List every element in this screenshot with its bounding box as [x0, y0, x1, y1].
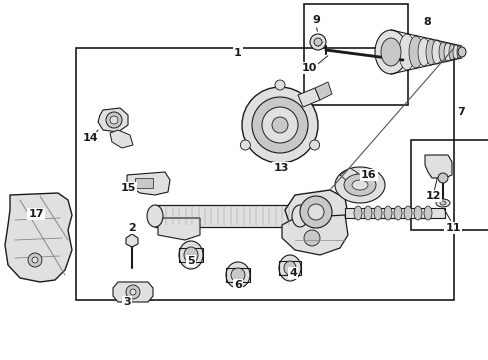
Text: 8: 8: [422, 17, 430, 27]
Ellipse shape: [448, 44, 454, 60]
Ellipse shape: [230, 268, 244, 282]
Circle shape: [271, 117, 287, 133]
Ellipse shape: [183, 247, 198, 263]
Polygon shape: [285, 190, 347, 232]
Circle shape: [437, 173, 447, 183]
Text: 13: 13: [273, 163, 288, 173]
Polygon shape: [5, 193, 72, 282]
Circle shape: [299, 196, 331, 228]
Ellipse shape: [363, 206, 371, 220]
Text: 17: 17: [28, 209, 43, 219]
Polygon shape: [297, 88, 319, 107]
Ellipse shape: [408, 36, 422, 68]
Circle shape: [240, 140, 250, 150]
Circle shape: [110, 116, 118, 124]
Ellipse shape: [403, 206, 411, 220]
Bar: [135, 178, 153, 188]
Text: 15: 15: [120, 183, 135, 193]
Text: 9: 9: [311, 15, 319, 25]
Ellipse shape: [334, 167, 384, 203]
Ellipse shape: [435, 199, 449, 207]
Ellipse shape: [398, 34, 414, 70]
Ellipse shape: [374, 30, 406, 74]
Text: 7: 7: [456, 107, 464, 117]
Ellipse shape: [380, 38, 400, 66]
Circle shape: [262, 107, 297, 143]
Bar: [410, 140, 488, 230]
Ellipse shape: [417, 38, 429, 66]
Polygon shape: [127, 172, 170, 195]
Circle shape: [309, 34, 325, 50]
Polygon shape: [282, 215, 347, 255]
Ellipse shape: [373, 206, 381, 220]
Bar: [76, 48, 453, 300]
Ellipse shape: [284, 261, 295, 275]
Ellipse shape: [439, 201, 445, 205]
Circle shape: [28, 253, 42, 267]
Polygon shape: [126, 234, 138, 247]
Circle shape: [304, 230, 319, 246]
Bar: [304, 4, 407, 105]
Text: 16: 16: [361, 170, 376, 180]
Ellipse shape: [393, 206, 401, 220]
Circle shape: [32, 257, 38, 263]
Text: 4: 4: [288, 268, 296, 278]
Text: 2: 2: [128, 223, 136, 233]
Ellipse shape: [351, 180, 367, 190]
Text: 12: 12: [425, 191, 440, 201]
Text: 5: 5: [187, 256, 194, 266]
Ellipse shape: [413, 206, 421, 220]
Text: 3: 3: [123, 297, 131, 307]
Polygon shape: [110, 130, 133, 148]
Ellipse shape: [443, 43, 451, 61]
Ellipse shape: [452, 45, 458, 59]
Text: 10: 10: [301, 63, 316, 73]
Text: 14: 14: [83, 133, 99, 143]
Ellipse shape: [423, 206, 431, 220]
Polygon shape: [158, 218, 200, 240]
Circle shape: [251, 97, 307, 153]
Ellipse shape: [457, 47, 465, 57]
Bar: [345, 208, 444, 218]
Ellipse shape: [147, 205, 163, 227]
Ellipse shape: [438, 42, 446, 62]
Polygon shape: [339, 168, 357, 182]
Circle shape: [126, 285, 140, 299]
Circle shape: [106, 112, 122, 128]
Circle shape: [313, 38, 321, 46]
Circle shape: [274, 80, 285, 90]
Ellipse shape: [431, 40, 441, 64]
Ellipse shape: [383, 206, 391, 220]
Circle shape: [242, 87, 317, 163]
Circle shape: [130, 289, 136, 295]
Ellipse shape: [425, 39, 435, 65]
Text: 11: 11: [445, 223, 460, 233]
Ellipse shape: [291, 205, 307, 227]
Polygon shape: [424, 155, 451, 178]
Bar: [155, 205, 299, 227]
Polygon shape: [113, 282, 153, 302]
Ellipse shape: [225, 262, 249, 288]
Text: 6: 6: [234, 280, 242, 290]
Ellipse shape: [353, 206, 361, 220]
Text: 1: 1: [234, 48, 242, 58]
Polygon shape: [314, 82, 331, 100]
Ellipse shape: [279, 255, 301, 281]
Circle shape: [307, 204, 324, 220]
Polygon shape: [98, 108, 128, 132]
Ellipse shape: [456, 46, 460, 58]
Ellipse shape: [343, 174, 375, 196]
Circle shape: [309, 140, 319, 150]
Ellipse shape: [179, 241, 203, 269]
